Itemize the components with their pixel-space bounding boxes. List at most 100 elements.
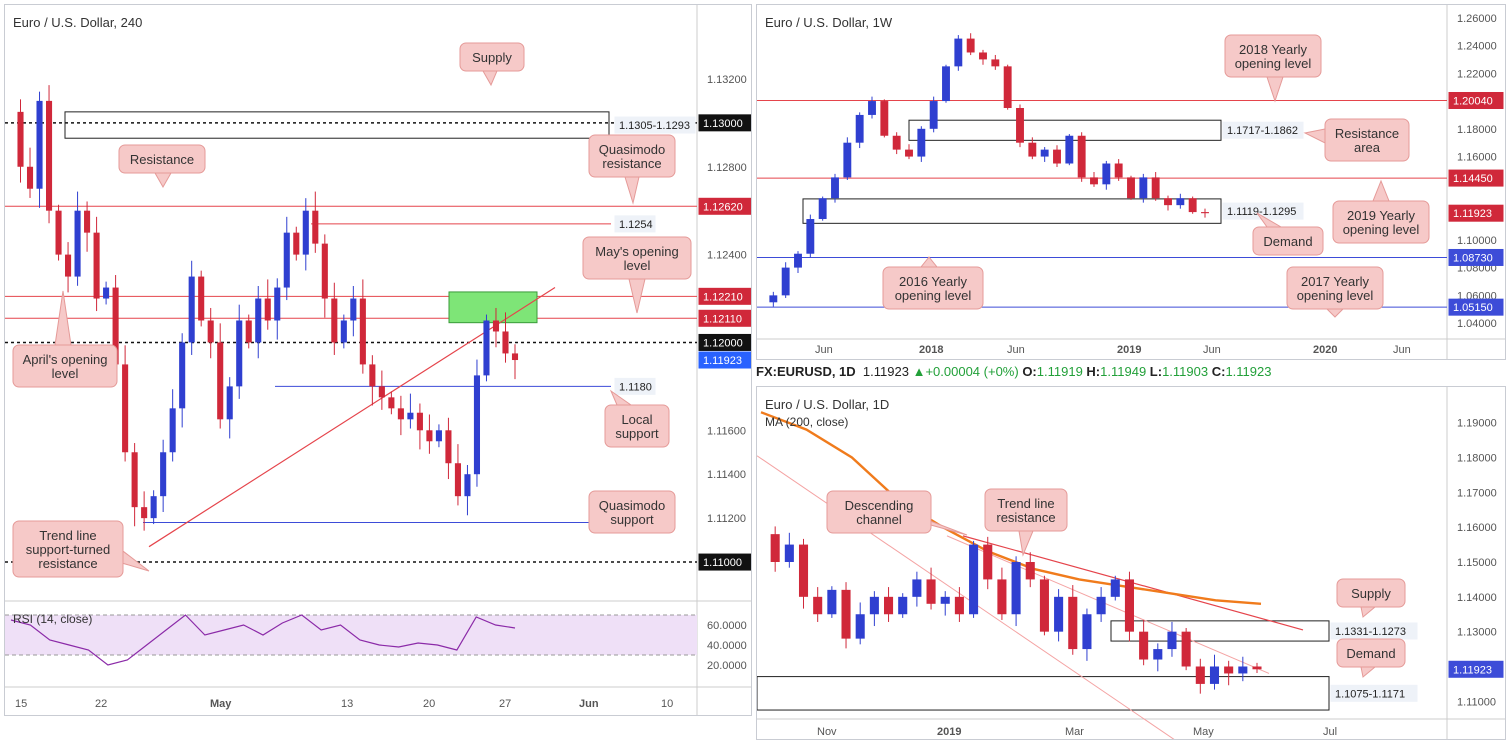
h4-x-tick: 22	[95, 698, 107, 710]
d1-candle	[912, 579, 922, 597]
d1-candle	[770, 534, 780, 562]
h4-candle	[17, 111, 24, 167]
w1-candle	[843, 142, 852, 178]
ticker-change: +0.00004 (+0%)	[925, 364, 1019, 379]
h4-x-tick: May	[210, 698, 232, 710]
h4-sell-zone	[448, 291, 538, 324]
h4-candle	[340, 320, 347, 343]
h4-chart-panel[interactable]: 1.13200 1.12800 1.12400 1.12000 1.11600 1.114…	[4, 4, 752, 716]
d1-candle	[784, 544, 794, 562]
h4-candle	[302, 210, 309, 255]
d1-chart-panel[interactable]: 1.19000 1.18000 1.17000 1.16000 1.15000 1.140…	[756, 386, 1506, 740]
h4-level-tag-bg	[698, 114, 751, 132]
w1-price-tag-bg	[1448, 204, 1504, 222]
d1-supply-callout-box	[1336, 578, 1406, 608]
d1-candle	[954, 596, 964, 615]
h4-candle	[179, 342, 186, 409]
h4-value-tag-bg	[614, 215, 656, 233]
h4-may-open-callout-box	[582, 236, 692, 280]
w1-candle	[979, 52, 987, 60]
ticker-symbol: FX:EURUSD, 1D	[756, 364, 856, 379]
w1-chart-panel[interactable]: 1.260001.240001.220001.180001.160001.120…	[756, 4, 1506, 360]
h4-candle	[473, 375, 481, 475]
w1-2016-callout-text: 2016 Yearly	[899, 274, 967, 289]
w1-y-tick: 1.18000	[1457, 124, 1497, 136]
ticker-high: 1.11949	[1100, 364, 1147, 379]
h4-value-tag-bg	[614, 377, 656, 395]
d1-candle	[1054, 596, 1064, 632]
d1-x-tick: Mar	[1065, 726, 1084, 738]
h4-rsi-tick: 20.0000	[707, 660, 747, 672]
h4-value-tag-bg	[614, 116, 696, 134]
h4-candle	[188, 276, 195, 343]
h4-value-tag-text: 1.1305-1.1293	[619, 120, 690, 132]
w1-y-tick: 1.24000	[1457, 41, 1497, 53]
ticker-low: 1.11903	[1162, 364, 1209, 379]
h4-candle	[283, 232, 290, 288]
h4-qm-support-callout-text: Quasimodo	[599, 498, 665, 513]
h4-level-tag-text: 1.12210	[703, 291, 743, 303]
w1-2019-callout-pointer	[1372, 179, 1390, 202]
h4-candle	[74, 210, 81, 277]
h4-candle	[207, 320, 214, 343]
h4-candle	[397, 408, 404, 420]
d1-supply-callout-pointer	[1360, 606, 1377, 618]
w1-candle	[781, 267, 790, 296]
d1-candle	[1139, 631, 1149, 660]
h4-candle	[388, 397, 395, 409]
d1-candle	[1110, 579, 1120, 597]
h4-qm-support-callout-box	[588, 490, 676, 534]
w1-candle	[818, 198, 827, 220]
h4-candle	[245, 320, 252, 343]
d1-price-tag-bg	[1448, 660, 1504, 678]
d1-demand-zone	[757, 676, 1330, 711]
d1-candle	[969, 544, 979, 615]
h4-x-tick: Jun	[579, 698, 599, 710]
w1-resistance-callout-pointer	[1303, 128, 1326, 144]
h4-april-open-callout-text: April's opening	[23, 352, 108, 367]
w1-2016-callout-pointer	[919, 256, 939, 268]
d1-candle	[983, 544, 993, 580]
d1-candle	[1153, 649, 1163, 660]
w1-candle	[991, 59, 1000, 67]
h4-candle	[255, 298, 262, 343]
d1-candle	[813, 596, 823, 615]
h4-candle	[492, 320, 500, 332]
w1-candle	[1139, 177, 1148, 199]
w1-2018-callout-box	[1224, 34, 1322, 78]
h4-candle	[169, 408, 176, 453]
w1-2016-callout-text: opening level	[895, 288, 972, 303]
h4-chart-svg: 1.13200 1.12800 1.12400 1.12000 1.11600 1.114…	[5, 5, 751, 715]
w1-x-tick: Jun	[1393, 344, 1411, 356]
w1-resistance-callout-text: area	[1354, 140, 1381, 155]
w1-level-tag-text: 1.20040	[1453, 95, 1493, 107]
d1-candle	[1195, 666, 1205, 684]
w1-value-tag-text: 1.1119-1.1295	[1227, 206, 1296, 218]
d1-channel-callout-text: Descending	[845, 498, 914, 513]
w1-level-tag-text: 1.08730	[1453, 252, 1493, 264]
h4-candle	[407, 412, 414, 420]
d1-candle	[798, 544, 809, 597]
h4-supply-zone	[64, 111, 610, 139]
w1-demand-zone	[802, 198, 1222, 224]
w1-y-tick: 1.04000	[1457, 318, 1497, 330]
ticker-last: 1.11923	[862, 364, 909, 379]
h4-candle	[93, 232, 100, 299]
h4-trendline-callout-text: Trend line	[39, 528, 96, 543]
h4-supply-callout-text: Supply	[472, 50, 512, 65]
h4-level-tag-text: 1.12110	[703, 313, 742, 325]
d1-supply-zone	[1110, 620, 1330, 642]
h4-supply-callout-pointer	[482, 70, 498, 87]
h4-candle	[141, 507, 148, 519]
w1-candle	[1164, 198, 1172, 206]
w1-2016-callout-box	[882, 266, 984, 310]
d1-candle	[841, 589, 851, 639]
d1-channel-callout-text: channel	[856, 512, 902, 527]
w1-candle	[1016, 107, 1024, 143]
d1-x-tick: Jul	[1323, 726, 1337, 738]
h4-candle	[378, 386, 385, 398]
w1-candle	[966, 38, 975, 53]
h4-chart-title: Euro / U.S. Dollar, 240	[13, 15, 143, 30]
d1-y-tick: 1.19000	[1457, 418, 1497, 430]
d1-demand-callout-box	[1336, 638, 1406, 668]
